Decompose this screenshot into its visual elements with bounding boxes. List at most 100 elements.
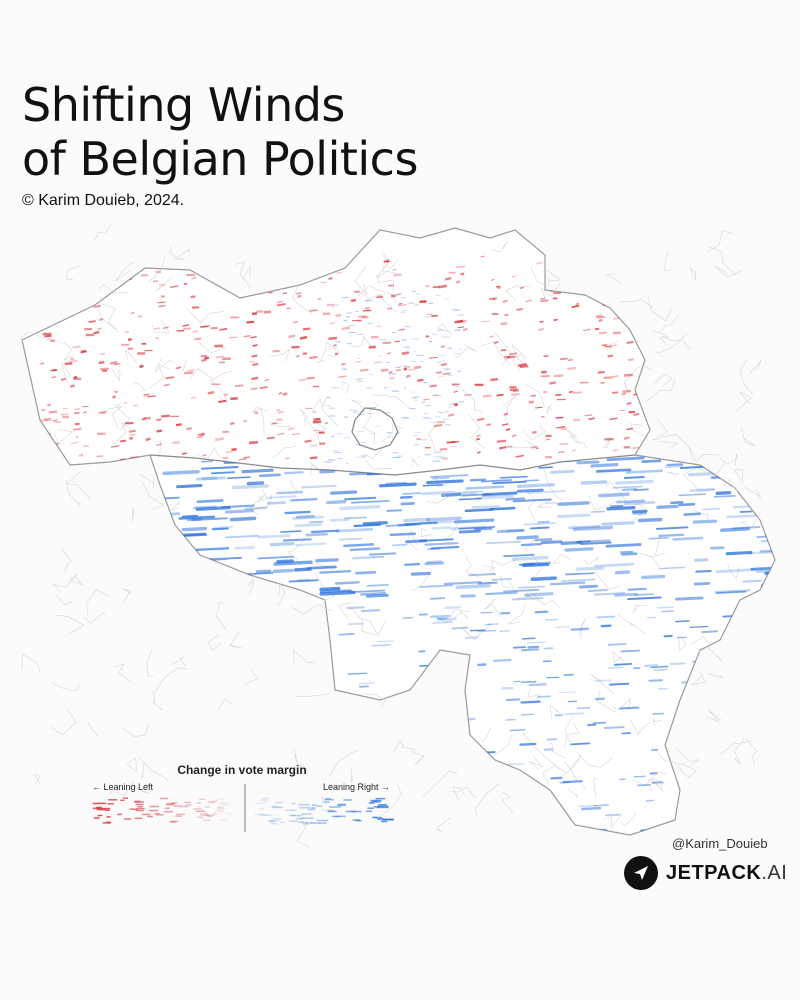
municipality-border <box>354 266 368 296</box>
right-shift-arrow <box>347 763 367 766</box>
right-shift-arrow <box>703 708 723 711</box>
right-shift-arrow <box>499 475 528 479</box>
left-shift-arrow <box>214 437 224 442</box>
right-shift-arrow <box>190 580 229 586</box>
municipality-border <box>207 634 222 652</box>
municipality-border <box>524 383 545 408</box>
right-shift-arrow <box>209 782 226 785</box>
right-shift-arrow <box>512 498 552 503</box>
right-shift-arrow <box>746 653 764 657</box>
municipality-border <box>652 329 669 346</box>
municipality-border <box>597 690 617 713</box>
right-shift-arrow <box>162 623 180 627</box>
right-shift-arrow <box>370 555 384 559</box>
left-shift-arrow <box>276 303 286 307</box>
right-shift-arrow <box>258 778 274 781</box>
title-line-2: of Belgian Politics <box>22 132 418 186</box>
left-shift-arrow <box>433 423 443 428</box>
left-shift-arrow <box>148 261 157 265</box>
right-shift-arrow <box>196 499 224 504</box>
left-shift-arrow <box>243 456 251 459</box>
left-shift-arrow <box>202 454 207 457</box>
right-shift-arrow <box>605 543 642 548</box>
municipality-border <box>544 468 563 501</box>
right-shift-arrow <box>450 525 486 531</box>
municipality-border <box>594 571 619 591</box>
left-shift-arrow <box>39 448 47 452</box>
right-shift-arrow <box>537 520 550 524</box>
left-shift-arrow <box>604 345 612 348</box>
right-shift-arrow <box>229 516 257 522</box>
right-shift-arrow <box>462 717 476 721</box>
right-shift-arrow <box>282 669 303 673</box>
left-shift-arrow <box>341 326 351 331</box>
right-shift-arrow <box>460 594 476 598</box>
right-shift-arrow <box>677 502 696 507</box>
author-handle: @Karim_Douieb <box>672 836 768 851</box>
right-shift-arrow <box>451 626 469 630</box>
right-shift-arrow <box>477 581 498 585</box>
left-shift-arrow <box>60 413 69 416</box>
municipality-border <box>411 750 425 766</box>
municipality-border <box>587 494 623 511</box>
municipality-border <box>722 478 740 497</box>
right-shift-arrow <box>575 566 605 571</box>
municipality-border <box>186 307 224 324</box>
municipality-border <box>250 408 265 437</box>
left-shift-arrow <box>356 378 363 381</box>
left-shift-arrow <box>398 328 405 331</box>
right-shift-arrow <box>742 579 762 583</box>
left-shift-arrow <box>622 389 632 393</box>
right-shift-arrow <box>195 476 227 481</box>
municipality-border <box>148 257 166 282</box>
right-shift-arrow <box>399 495 413 499</box>
right-shift-arrow <box>366 584 389 587</box>
right-shift-arrow <box>528 683 547 687</box>
left-shift-arrow <box>439 447 448 451</box>
right-shift-arrow <box>555 626 571 629</box>
right-shift-arrow <box>255 778 274 781</box>
right-shift-arrow <box>587 588 608 592</box>
left-shift-arrow <box>395 293 402 296</box>
municipality-border <box>449 786 476 799</box>
municipality-border <box>85 589 109 615</box>
left-shift-arrow <box>93 304 101 308</box>
municipality-border <box>254 494 272 510</box>
right-shift-arrow <box>326 500 347 505</box>
right-shift-arrow <box>290 498 318 502</box>
right-shift-arrow <box>485 540 522 545</box>
municipality-border <box>341 380 350 395</box>
right-shift-arrow <box>698 800 719 804</box>
left-shift-arrow <box>501 423 509 426</box>
right-shift-arrow <box>369 552 397 556</box>
right-shift-arrow <box>603 726 625 729</box>
right-shift-arrow <box>276 559 294 564</box>
right-shift-arrow <box>315 558 339 563</box>
municipality-border <box>714 265 742 278</box>
left-shift-arrow <box>373 361 383 364</box>
title-line-1: Shifting Winds <box>22 78 345 132</box>
legend-left-label: ← Leaning Left <box>92 782 154 792</box>
left-shift-arrow <box>45 260 54 263</box>
left-shift-arrow <box>312 420 322 424</box>
right-shift-arrow <box>252 693 264 697</box>
left-shift-arrow <box>114 363 121 366</box>
right-shift-arrow <box>558 691 576 694</box>
municipality-border <box>270 348 291 362</box>
municipality-border <box>583 556 599 565</box>
left-shift-arrow <box>536 262 543 265</box>
left-shift-arrow <box>165 376 175 380</box>
left-shift-arrow <box>47 337 53 341</box>
right-shift-arrow <box>208 557 228 561</box>
right-shift-arrow <box>598 492 630 498</box>
right-shift-arrow <box>594 562 635 568</box>
right-shift-arrow <box>171 817 185 821</box>
right-shift-arrow <box>266 703 282 706</box>
municipality-border <box>329 749 358 776</box>
municipality-border <box>155 667 188 692</box>
right-shift-arrow <box>762 485 775 490</box>
left-shift-arrow <box>380 368 389 372</box>
right-shift-arrow <box>284 827 297 831</box>
left-shift-arrow <box>231 447 237 452</box>
left-shift-arrow <box>386 260 391 263</box>
